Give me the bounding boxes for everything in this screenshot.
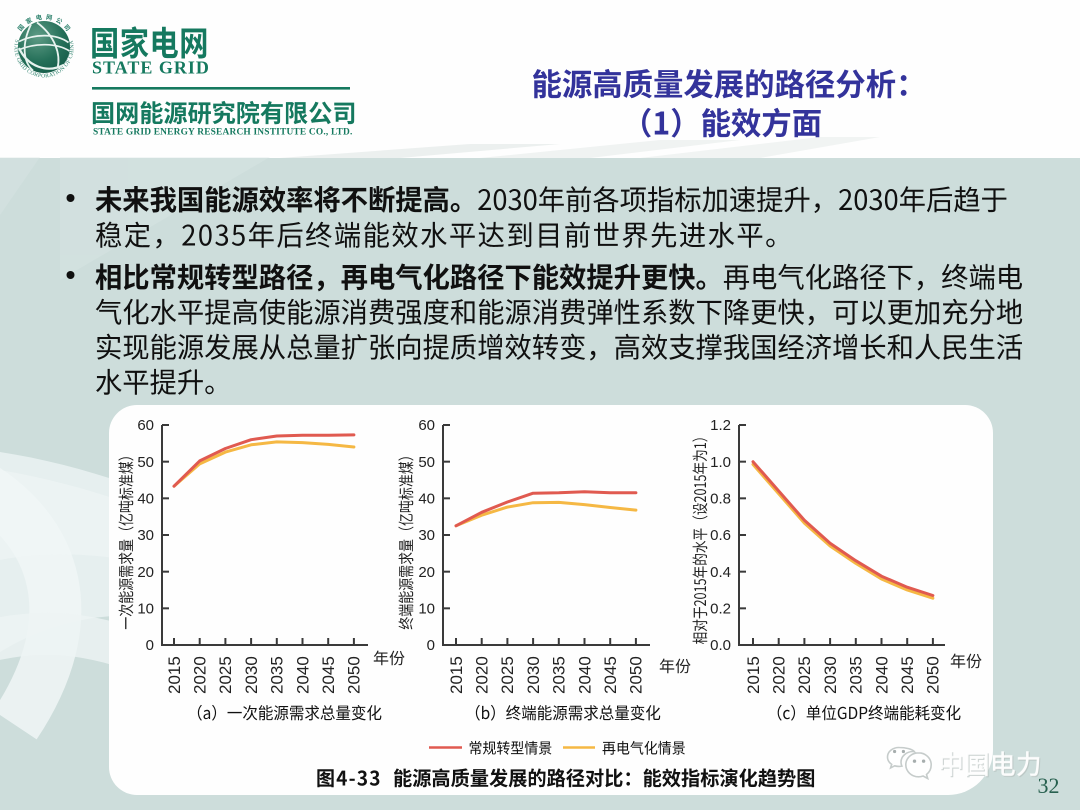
svg-text:2045: 2045: [898, 656, 917, 694]
svg-text:30: 30: [418, 527, 435, 544]
svg-text:60: 60: [418, 417, 435, 434]
svg-text:2035: 2035: [847, 656, 866, 694]
svg-text:2045: 2045: [319, 656, 338, 694]
svg-text:STATE GRID ENERGY RESEARCH INS: STATE GRID ENERGY RESEARCH INSTITUTE CO.…: [93, 128, 353, 138]
svg-text:2040: 2040: [293, 656, 312, 694]
svg-text:0.8: 0.8: [710, 491, 731, 508]
svg-text:20: 20: [137, 564, 154, 581]
svg-text:0.4: 0.4: [710, 564, 731, 581]
svg-text:32: 32: [1038, 773, 1060, 798]
svg-text:2015: 2015: [165, 656, 184, 694]
svg-text:2050: 2050: [924, 656, 943, 694]
svg-text:0.0: 0.0: [710, 637, 731, 654]
svg-text:2035: 2035: [550, 656, 569, 694]
svg-text:2025: 2025: [216, 656, 235, 694]
svg-text:10: 10: [137, 601, 154, 618]
svg-text:1.2: 1.2: [710, 417, 731, 434]
svg-text:50: 50: [137, 454, 154, 471]
svg-text:2040: 2040: [575, 656, 594, 694]
svg-text:30: 30: [137, 527, 154, 544]
svg-text:2020: 2020: [191, 656, 210, 694]
svg-text:2025: 2025: [795, 656, 814, 694]
svg-text:STATE GRID: STATE GRID: [92, 58, 210, 78]
svg-text:2035: 2035: [268, 656, 287, 694]
svg-text:10: 10: [418, 601, 435, 618]
svg-text:50: 50: [418, 454, 435, 471]
svg-text:2030: 2030: [524, 656, 543, 694]
svg-text:2030: 2030: [242, 656, 261, 694]
svg-text:1.0: 1.0: [710, 454, 731, 471]
svg-text:2020: 2020: [770, 656, 789, 694]
svg-text:2050: 2050: [627, 656, 646, 694]
svg-text:40: 40: [418, 491, 435, 508]
svg-text:2050: 2050: [345, 656, 364, 694]
svg-text:0: 0: [146, 637, 154, 654]
svg-text:2045: 2045: [601, 656, 620, 694]
svg-text:2030: 2030: [821, 656, 840, 694]
svg-text:0: 0: [427, 637, 435, 654]
svg-text:2015: 2015: [744, 656, 763, 694]
svg-text:0.6: 0.6: [710, 527, 731, 544]
svg-text:20: 20: [418, 564, 435, 581]
svg-text:60: 60: [137, 417, 154, 434]
svg-text:2025: 2025: [498, 656, 517, 694]
svg-text:0.2: 0.2: [710, 601, 731, 618]
svg-text:2015: 2015: [447, 656, 466, 694]
svg-text:40: 40: [137, 491, 154, 508]
svg-text:2040: 2040: [872, 656, 891, 694]
svg-text:2020: 2020: [473, 656, 492, 694]
